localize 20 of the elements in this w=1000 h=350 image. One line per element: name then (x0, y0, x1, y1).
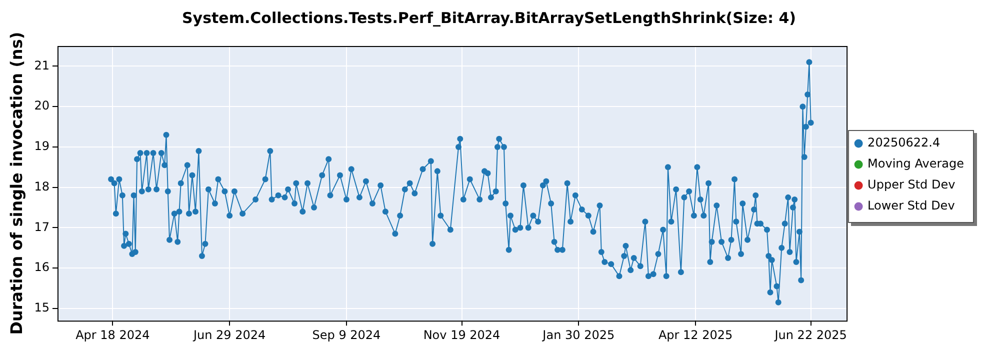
x-tick-label: Apr 18 2024 (76, 328, 150, 342)
y-tick-label: 19 (34, 139, 50, 154)
legend-label: 20250622.4 (868, 136, 940, 150)
x-tick-label: Jun 29 2024 (192, 328, 266, 342)
y-tick-label: 15 (34, 300, 50, 315)
y-tick-label: 18 (34, 179, 50, 194)
legend-label: Lower Std Dev (868, 198, 955, 213)
x-tick-label: Apr 12 2025 (658, 328, 733, 342)
chart-title: System.Collections.Tests.Perf_BitArray.BitArraySetLengthShrink(Size: 4) (182, 8, 796, 27)
legend-label: Moving Average (868, 156, 964, 171)
y-axis-title: Duration of single invocation (ns) (6, 32, 26, 335)
legend-label: Upper Std Dev (868, 178, 956, 192)
x-tick-label: Jan 30 2025 (542, 328, 615, 342)
y-tick-label: 16 (34, 260, 50, 274)
x-tick-label: Jun 22 2025 (774, 328, 847, 342)
y-tick-label: 17 (34, 220, 50, 234)
y-tick-label: 20 (34, 98, 50, 113)
y-tick-label: 21 (34, 58, 50, 72)
x-tick-label: Sep 9 2024 (312, 328, 381, 342)
x-tick-label: Nov 19 2024 (423, 328, 500, 342)
